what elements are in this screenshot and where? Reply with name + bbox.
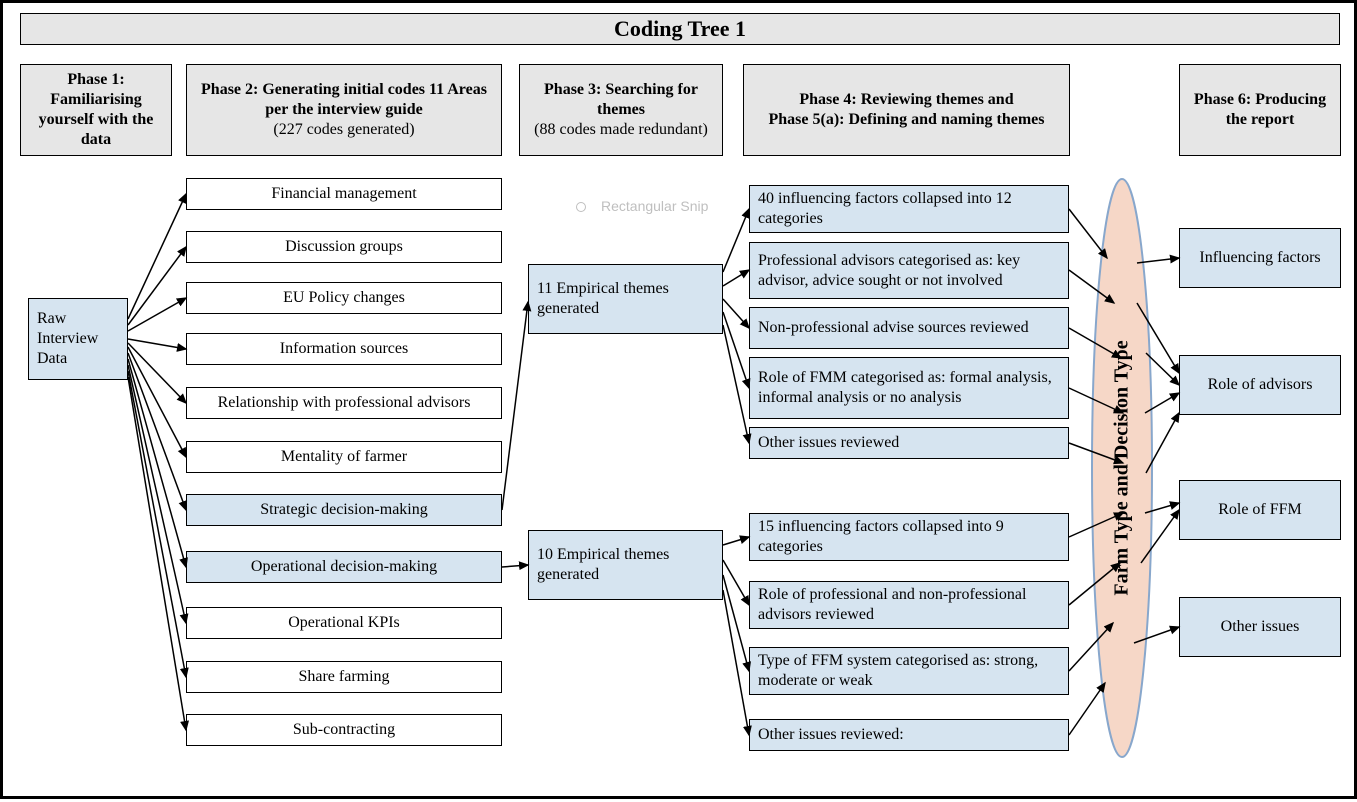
phase2-title: Phase 2: Generating initial codes 11 Are… [197, 80, 491, 120]
phase2-item: Sub-contracting [186, 714, 502, 746]
phase2-item: Share farming [186, 661, 502, 693]
ellipse-label: Farm Type and Decision Type [1111, 340, 1134, 595]
phase3-title: Phase 3: Searching for themes [530, 80, 712, 120]
phase2-item: Information sources [186, 333, 502, 365]
phase45-top-item: Professional advisors categorised as: ke… [749, 242, 1069, 299]
phase45-bottom-item: 15 influencing factors collapsed into 9 … [749, 513, 1069, 561]
phase45-top-item: Other issues reviewed [749, 427, 1069, 459]
phase2-item: Operational KPIs [186, 607, 502, 639]
phase6-item: Role of FFM [1179, 480, 1341, 540]
phase6-title: Phase 6: Producing the report [1190, 90, 1330, 130]
phase45-top-item: 40 influencing factors collapsed into 12… [749, 185, 1069, 233]
phase45-bottom-item: Other issues reviewed: [749, 719, 1069, 751]
phase2-item: Mentality of farmer [186, 441, 502, 473]
phase2-item: Financial management [186, 178, 502, 210]
title-bar: Coding Tree 1 [20, 13, 1340, 45]
phase45-top-item: Role of FMM categorised as: formal analy… [749, 357, 1069, 419]
phase2-item: Strategic decision-making [186, 494, 502, 526]
phase3-bottom-box: 10 Empirical themes generated [528, 530, 723, 600]
phase2-item: Relationship with professional advisors [186, 387, 502, 419]
phase45-title: Phase 4: Reviewing themes andPhase 5(a):… [768, 90, 1044, 130]
phase2-subtitle: (227 codes generated) [197, 120, 491, 140]
phase6-item: Other issues [1179, 597, 1341, 657]
phase2-item: Discussion groups [186, 231, 502, 263]
phase-header-2: Phase 2: Generating initial codes 11 Are… [186, 64, 502, 156]
phase45-top-item: Non-professional advise sources reviewed [749, 307, 1069, 349]
phase-header-4-5: Phase 4: Reviewing themes andPhase 5(a):… [743, 64, 1070, 156]
phase-header-6: Phase 6: Producing the report [1179, 64, 1341, 156]
diagram-canvas: Coding Tree 1 Phase 1: Familiarising you… [0, 0, 1357, 799]
ghost-selection-dot [576, 202, 586, 212]
farm-type-decision-type-ellipse: Farm Type and Decision Type [1091, 178, 1153, 758]
phase1-title: Phase 1: Familiarising yourself with the… [31, 70, 161, 150]
phase3-top-box: 11 Empirical themes generated [528, 264, 723, 334]
raw-interview-data-box: Raw Interview Data [28, 298, 128, 380]
phase45-bottom-item: Role of professional and non-professiona… [749, 581, 1069, 629]
phase2-item: Operational decision-making [186, 551, 502, 583]
phase6-item: Role of advisors [1179, 355, 1341, 415]
phase45-bottom-item: Type of FFM system categorised as: stron… [749, 647, 1069, 695]
ghost-selection-label: Rectangular Snip [601, 198, 708, 214]
phase-header-1: Phase 1: Familiarising yourself with the… [20, 64, 172, 156]
phase3-subtitle: (88 codes made redundant) [530, 120, 712, 140]
phase2-item: EU Policy changes [186, 282, 502, 314]
phase-header-3: Phase 3: Searching for themes (88 codes … [519, 64, 723, 156]
phase6-item: Influencing factors [1179, 228, 1341, 288]
